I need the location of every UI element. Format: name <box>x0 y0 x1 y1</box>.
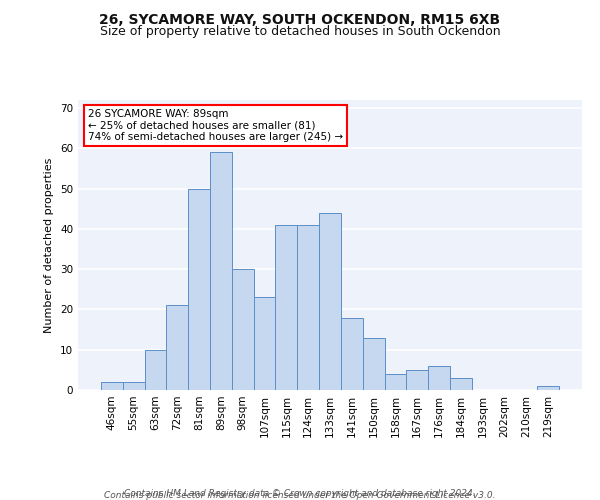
Bar <box>232 269 254 390</box>
Bar <box>188 188 210 390</box>
Bar <box>254 298 275 390</box>
Bar <box>341 318 363 390</box>
Bar <box>363 338 385 390</box>
Bar <box>406 370 428 390</box>
Bar <box>428 366 450 390</box>
Bar <box>319 213 341 390</box>
Bar <box>210 152 232 390</box>
Bar <box>166 306 188 390</box>
Bar <box>537 386 559 390</box>
Text: Contains public sector information licensed under the Open Government Licence v3: Contains public sector information licen… <box>104 491 496 500</box>
Bar <box>450 378 472 390</box>
Bar <box>385 374 406 390</box>
Y-axis label: Number of detached properties: Number of detached properties <box>44 158 55 332</box>
Text: Size of property relative to detached houses in South Ockendon: Size of property relative to detached ho… <box>100 25 500 38</box>
Bar <box>101 382 123 390</box>
Bar <box>145 350 166 390</box>
Text: Contains HM Land Registry data © Crown copyright and database right 2024.: Contains HM Land Registry data © Crown c… <box>124 488 476 498</box>
Text: 26 SYCAMORE WAY: 89sqm
← 25% of detached houses are smaller (81)
74% of semi-det: 26 SYCAMORE WAY: 89sqm ← 25% of detached… <box>88 108 343 142</box>
Bar <box>275 225 297 390</box>
Bar <box>297 225 319 390</box>
Bar <box>123 382 145 390</box>
Text: 26, SYCAMORE WAY, SOUTH OCKENDON, RM15 6XB: 26, SYCAMORE WAY, SOUTH OCKENDON, RM15 6… <box>100 12 500 26</box>
